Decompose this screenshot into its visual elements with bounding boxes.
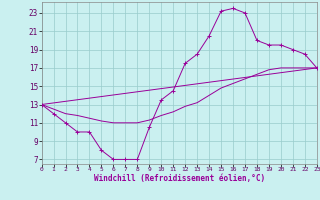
X-axis label: Windchill (Refroidissement éolien,°C): Windchill (Refroidissement éolien,°C) — [94, 174, 265, 183]
